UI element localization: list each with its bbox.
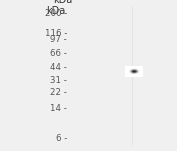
Text: 44 -: 44 -: [50, 63, 67, 72]
Text: 22 -: 22 -: [50, 88, 67, 97]
Text: kDa: kDa: [46, 6, 65, 16]
Text: 6 -: 6 -: [56, 134, 67, 143]
Text: 116 -: 116 -: [45, 29, 67, 38]
Text: 31 -: 31 -: [50, 76, 67, 85]
Text: 14 -: 14 -: [50, 104, 67, 113]
Text: 66 -: 66 -: [50, 49, 67, 58]
Text: 200 -: 200 -: [45, 10, 67, 18]
Text: kDa: kDa: [54, 0, 73, 5]
Text: 97 -: 97 -: [50, 35, 67, 44]
